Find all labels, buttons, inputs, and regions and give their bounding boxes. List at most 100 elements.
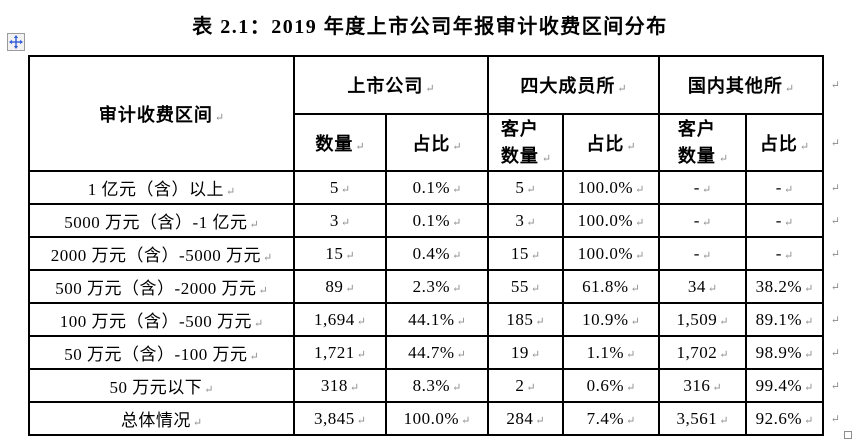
row-label-cell[interactable]: 1 亿元（含）以上 ↵ (28, 170, 295, 205)
data-cell[interactable]: 7.4% ↵ (562, 401, 660, 436)
data-cell[interactable]: 185 ↵ (487, 302, 564, 337)
group-header-listed[interactable]: 上市公司 ↵ (293, 55, 489, 115)
data-cell[interactable]: 99.4% ↵ ↵ (745, 368, 840, 403)
end-of-cell-mark: ↵ (249, 219, 259, 231)
data-cell[interactable]: 5 ↵ (487, 170, 564, 205)
sub-header-pct-big4[interactable]: 占比 ↵ (562, 113, 660, 172)
data-cell[interactable]: 100.0% ↵ (562, 236, 660, 271)
row-label-cell[interactable]: 50 万元以下 ↵ (28, 368, 295, 403)
data-cell[interactable]: 44.7% ↵ (385, 335, 489, 370)
sub-header-clients-domestic[interactable]: 客户数量 ↵ (658, 113, 747, 172)
table-resize-handle[interactable] (844, 431, 852, 439)
end-of-cell-mark: ↵ (783, 249, 794, 262)
data-cell[interactable]: - ↵ (658, 203, 747, 238)
data-cell[interactable]: 5 ↵ (293, 170, 387, 205)
data-cell[interactable]: 1.1% ↵ (562, 335, 660, 370)
data-cell[interactable]: 2 ↵ (487, 368, 564, 403)
corner-header-cell[interactable]: 审计收费区间 ↵ (28, 55, 295, 172)
data-cell[interactable]: 15 ↵ (293, 236, 387, 271)
data-cell[interactable]: 89 ↵ (293, 269, 387, 304)
end-of-cell-mark: ↵ (804, 381, 814, 394)
data-cell[interactable]: 10.9% ↵ (562, 302, 660, 337)
group-header-domestic[interactable]: 国内其他所 ↵ ↵ (658, 55, 840, 115)
table-move-handle[interactable] (7, 33, 25, 51)
end-of-cell-mark: ↵ (204, 384, 214, 396)
cell-text: 0.1% (412, 210, 451, 230)
cell-text: 0.6% (586, 375, 625, 395)
data-cell[interactable]: 100.0% ↵ (385, 401, 489, 436)
data-cell[interactable]: 316 ↵ (658, 368, 747, 403)
cell-text: 10.9% (582, 309, 629, 329)
data-cell[interactable]: 1,509 ↵ (658, 302, 747, 337)
cell-text: - (693, 177, 700, 197)
data-cell[interactable]: 2.3% ↵ (385, 269, 489, 304)
data-cell[interactable]: 98.9% ↵ ↵ (745, 335, 840, 370)
data-cell[interactable]: 3,561 ↵ (658, 401, 747, 436)
row-label-cell[interactable]: 50 万元（含）-100 万元 ↵ (28, 335, 295, 370)
end-of-cell-mark: ↵ (349, 381, 360, 394)
data-cell[interactable]: 0.1% ↵ (385, 170, 489, 205)
end-of-cell-mark: ↵ (526, 216, 536, 229)
sub-header-row: 数量 ↵ 占比 ↵ 客户数量 ↵ 占比 ↵ 客户数量 ↵ 占比 ↵ ↵ (29, 113, 840, 172)
cell-text: 99.4% (755, 375, 803, 395)
end-of-cell-mark: ↵ (456, 315, 466, 328)
data-cell[interactable]: 61.8% ↵ (562, 269, 660, 304)
cell-text: 92.6% (755, 408, 803, 428)
data-cell[interactable]: 100.0% ↵ (562, 203, 660, 238)
sub-header-pct-listed[interactable]: 占比 ↵ (385, 113, 489, 172)
data-cell[interactable]: 15 ↵ (487, 236, 564, 271)
data-cell[interactable]: 1,721 ↵ (293, 335, 387, 370)
data-cell[interactable]: 38.2% ↵ ↵ (745, 269, 840, 304)
row-label-cell[interactable]: 总体情况 ↵ (28, 401, 295, 436)
table-row: 2000 万元（含）-5000 万元 ↵ 15 ↵ 0.4% ↵ 15 ↵ 100.0% ↵ - ↵ -… (28, 236, 840, 271)
data-cell[interactable]: 3,845 ↵ (293, 401, 387, 436)
data-cell[interactable]: 284 ↵ (487, 401, 564, 436)
sub-header-count[interactable]: 数量 ↵ (293, 113, 387, 172)
data-cell[interactable]: 55 ↵ (487, 269, 564, 304)
data-cell[interactable]: 0.1% ↵ (385, 203, 489, 238)
row-label-cell[interactable]: 5000 万元（含）-1 亿元 ↵ (28, 203, 295, 238)
data-cell[interactable]: 3 ↵ (293, 203, 387, 238)
end-of-cell-mark: ↵ (626, 140, 636, 153)
group-header-big4[interactable]: 四大成员所 ↵ (487, 55, 660, 115)
data-cell[interactable]: - ↵ ↵ (745, 203, 840, 238)
cell-text: 上市公司 (347, 76, 424, 96)
data-cell[interactable]: 0.6% ↵ (562, 368, 660, 403)
data-cell[interactable]: - ↵ (658, 236, 747, 271)
cell-text: 四大成员所 (520, 76, 616, 96)
end-of-cell-mark: ↵ (452, 216, 462, 229)
row-label-cell[interactable]: 100 万元（含）-500 万元 ↵ (28, 302, 295, 337)
sub-header-clients-big4[interactable]: 客户数量 ↵ (487, 113, 564, 172)
cell-text: 1.1% (586, 342, 625, 362)
data-cell[interactable]: 3 ↵ (487, 203, 564, 238)
cell-text: 19 (510, 342, 529, 362)
row-label-cell[interactable]: 2000 万元（含）-5000 万元 ↵ (28, 236, 295, 271)
data-cell[interactable]: 0.4% ↵ (385, 236, 489, 271)
cell-text: 总体情况 (120, 411, 191, 430)
data-cell[interactable]: - ↵ ↵ (745, 170, 840, 205)
data-cell[interactable]: 8.3% ↵ (385, 368, 489, 403)
data-cell[interactable]: 1,694 ↵ (293, 302, 387, 337)
data-cell[interactable]: 44.1% ↵ (385, 302, 489, 337)
cell-text: 100.0% (577, 243, 634, 263)
data-cell[interactable]: 34 ↵ (658, 269, 747, 304)
data-cell[interactable]: 89.1% ↵ ↵ (745, 302, 840, 337)
data-cell[interactable]: - ↵ (658, 170, 747, 205)
sub-header-pct-domestic[interactable]: 占比 ↵ ↵ (745, 113, 840, 172)
data-cell[interactable]: - ↵ ↵ (745, 236, 840, 271)
data-cell[interactable]: 19 ↵ (487, 335, 564, 370)
cell-text: 15 (510, 243, 529, 263)
data-cell[interactable]: 100.0% ↵ (562, 170, 660, 205)
data-cell[interactable]: 1,702 ↵ (658, 335, 747, 370)
cell-text: 318 (320, 375, 348, 395)
cell-text: 5000 万元（含）-1 亿元 (64, 213, 248, 232)
cell-text: 100.0% (577, 177, 634, 197)
end-of-cell-mark: ↵ (356, 315, 366, 328)
data-cell[interactable]: 318 ↵ (293, 368, 387, 403)
end-of-cell-mark: ↵ (707, 282, 718, 295)
cell-text: 38.2% (755, 276, 803, 296)
data-cell[interactable]: 92.6% ↵ ↵ (745, 401, 840, 436)
row-label-cell[interactable]: 500 万元（含）-2000 万元 ↵ (28, 269, 295, 304)
cell-text: 284 (506, 408, 534, 428)
end-of-cell-mark: ↵ (535, 414, 545, 427)
